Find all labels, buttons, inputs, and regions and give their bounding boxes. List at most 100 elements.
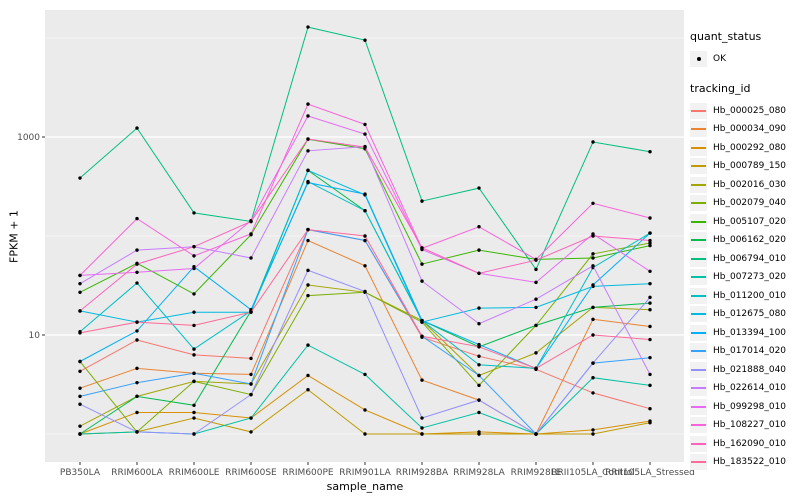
data-point (363, 132, 367, 136)
data-point (192, 353, 196, 357)
x-tick-label: RRII105LA_Stressed (605, 468, 695, 478)
legend-key (690, 361, 707, 378)
x-tick-label: RRII105LA_Control (551, 468, 634, 478)
data-point (648, 216, 652, 220)
legend-line-swatch (691, 257, 706, 260)
legend-label: Hb_006794_010 (713, 253, 787, 264)
legend-key (690, 417, 707, 434)
data-point (192, 379, 196, 384)
data-point (591, 432, 595, 436)
data-point (420, 199, 424, 203)
legend-entry-Hb_017014_020: Hb_017014_020 (690, 342, 798, 361)
legend-entry-Hb_183522_010: Hb_183522_010 (690, 453, 798, 472)
legend-label: Hb_108227_010 (713, 420, 787, 431)
data-point (648, 241, 652, 245)
data-point (477, 432, 481, 436)
data-point (192, 403, 196, 407)
legend-label: Hb_012675_080 (713, 309, 787, 320)
data-point (648, 150, 652, 154)
legend-key (690, 213, 707, 230)
legend-entry-Hb_002016_030: Hb_002016_030 (690, 176, 798, 195)
legend-label: Hb_021888_040 (713, 364, 787, 375)
x-axis-title: sample_name (326, 480, 404, 493)
x-tick-label: RRIM901LA (339, 468, 391, 478)
legend-entry-Hb_099298_010: Hb_099298_010 (690, 398, 798, 417)
data-point (78, 331, 82, 335)
legend-entry-Hb_021888_040: Hb_021888_040 (690, 361, 798, 380)
x-tick-label: RRIM928LE (511, 468, 562, 478)
data-point (363, 192, 367, 196)
legend-entry-Hb_011200_010: Hb_011200_010 (690, 287, 798, 306)
legend-line-swatch (691, 313, 706, 316)
data-point (420, 246, 424, 250)
data-point (420, 334, 424, 339)
x-tick-label: RRIM600SE (225, 468, 277, 478)
data-point (135, 248, 139, 252)
data-point (648, 231, 652, 235)
y-tick-label: 1000 (17, 133, 40, 143)
legend-key (690, 102, 707, 119)
legend-line-swatch (691, 387, 706, 390)
data-point (648, 407, 652, 411)
legend-label: Hb_002079_040 (713, 198, 787, 209)
data-point (648, 337, 652, 342)
legend-line-swatch (691, 368, 706, 371)
legend-entry-ok: OK (690, 50, 798, 69)
data-point (477, 345, 481, 349)
legend-line-swatch (691, 331, 706, 334)
legend-key (690, 324, 707, 341)
data-point (420, 279, 424, 283)
data-point (306, 238, 310, 243)
legend-entry-Hb_013394_100: Hb_013394_100 (690, 324, 798, 343)
data-point (249, 382, 253, 386)
data-point (192, 310, 196, 314)
data-point (192, 254, 196, 258)
legend-label: Hb_000292_080 (713, 142, 787, 153)
x-tick-label: RRIM600LA (111, 468, 163, 478)
x-tick-label: PB350LA (60, 468, 101, 478)
data-point (648, 243, 652, 248)
data-point (420, 378, 424, 382)
legend-key (690, 121, 707, 138)
data-point (477, 186, 481, 190)
data-point (363, 289, 367, 294)
legend-key (690, 139, 707, 156)
data-point (192, 211, 196, 215)
data-point (591, 252, 595, 256)
data-point (648, 295, 652, 300)
data-point (420, 432, 424, 436)
data-point (591, 333, 595, 337)
legend-entry-Hb_000292_080: Hb_000292_080 (690, 139, 798, 158)
legend: quant_status OK tracking_id Hb_000025_08… (690, 30, 798, 472)
legend-entry-Hb_006162_020: Hb_006162_020 (690, 231, 798, 250)
data-point (648, 421, 652, 425)
data-point (363, 145, 367, 149)
legend-label: Hb_183522_010 (713, 457, 787, 468)
legend-key (690, 380, 707, 397)
data-point (78, 402, 82, 406)
data-point (591, 361, 595, 365)
data-point (249, 256, 253, 260)
data-point (648, 238, 652, 243)
data-point (306, 168, 310, 173)
legend-label: Hb_000025_080 (713, 105, 787, 116)
data-point (192, 347, 196, 351)
data-point (363, 38, 367, 42)
data-point (78, 290, 82, 294)
legend-label: Hb_000789_150 (713, 161, 787, 172)
data-point (534, 305, 538, 310)
legend-key (690, 232, 707, 249)
data-point (648, 355, 652, 360)
legend-entry-Hb_162090_010: Hb_162090_010 (690, 435, 798, 454)
legend-label: Hb_162090_010 (713, 438, 787, 449)
legend-key (690, 269, 707, 286)
data-point (78, 424, 82, 428)
data-point (249, 232, 253, 236)
data-point (363, 122, 367, 127)
data-point (477, 410, 481, 415)
data-point (363, 372, 367, 377)
data-point (591, 201, 595, 205)
legend-label: Hb_005107_020 (713, 216, 787, 227)
legend-key (690, 343, 707, 360)
